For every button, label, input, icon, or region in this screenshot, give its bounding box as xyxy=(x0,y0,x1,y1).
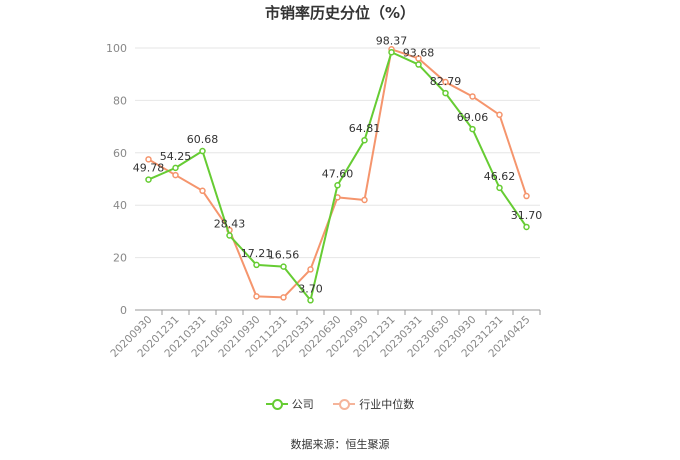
data-point-industry-median xyxy=(361,196,368,204)
y-tick-label: 80 xyxy=(113,94,127,107)
data-point-company xyxy=(442,89,449,97)
data-label: 98.37 xyxy=(376,34,408,47)
data-point-company xyxy=(361,136,368,144)
data-point-company xyxy=(496,184,503,192)
data-label: 3.70 xyxy=(298,282,323,295)
y-tick-label: 0 xyxy=(120,304,127,317)
legend-item-company[interactable]: 公司 xyxy=(265,396,314,412)
y-tick-label: 60 xyxy=(113,147,127,160)
legend-label-industry-median: 行业中位数 xyxy=(359,398,415,411)
data-point-company xyxy=(226,232,233,239)
legend: 公司 行业中位数 xyxy=(0,396,680,412)
data-point-industry-median xyxy=(496,111,503,119)
data-point-industry-median xyxy=(253,293,260,300)
legend-marker-industry-median xyxy=(333,399,356,410)
data-point-industry-median xyxy=(145,156,152,163)
chart-title: 市销率历史分位（%） xyxy=(264,4,416,22)
legend-item-industry-median[interactable]: 行业中位数 xyxy=(333,396,414,412)
legend-label-company: 公司 xyxy=(291,398,314,411)
data-source-note: 数据来源：恒生聚源 xyxy=(290,438,390,451)
data-point-company xyxy=(172,164,179,172)
data-point-company xyxy=(199,147,206,155)
data-label: 54.25 xyxy=(160,150,192,163)
data-label: 60.68 xyxy=(187,133,219,146)
data-point-industry-median xyxy=(415,55,422,62)
data-label: 47.60 xyxy=(322,167,354,180)
data-point-industry-median xyxy=(442,78,449,86)
data-point-industry-median xyxy=(307,266,314,273)
data-point-company xyxy=(388,49,395,56)
legend-marker-company xyxy=(265,399,288,410)
data-point-company xyxy=(415,61,422,68)
data-point-company xyxy=(307,297,314,304)
data-point-company xyxy=(280,263,287,270)
data-label: 82.79 xyxy=(430,75,462,88)
data-point-industry-median xyxy=(523,192,530,200)
y-tick-label: 20 xyxy=(113,252,127,265)
y-tick-label: 40 xyxy=(113,199,127,212)
data-label: 46.62 xyxy=(484,170,516,183)
data-point-company xyxy=(253,261,260,269)
data-label: 31.70 xyxy=(511,209,543,222)
data-point-company xyxy=(145,176,152,183)
data-point-company xyxy=(469,125,476,133)
data-label: 69.06 xyxy=(457,111,489,124)
data-label: 17.21 xyxy=(241,247,273,260)
data-label: 93.68 xyxy=(403,47,435,60)
data-label: 64.81 xyxy=(349,122,381,135)
data-label: 28.43 xyxy=(214,218,246,231)
data-point-company xyxy=(334,182,341,189)
data-point-company xyxy=(523,223,530,231)
y-tick-label: 100 xyxy=(106,42,127,55)
data-point-industry-median xyxy=(172,171,179,179)
data-label: 16.56 xyxy=(268,249,300,262)
data-point-industry-median xyxy=(199,187,206,195)
data-point-industry-median xyxy=(280,294,287,301)
data-point-industry-median xyxy=(469,93,476,100)
data-label: 49.78 xyxy=(133,162,165,175)
